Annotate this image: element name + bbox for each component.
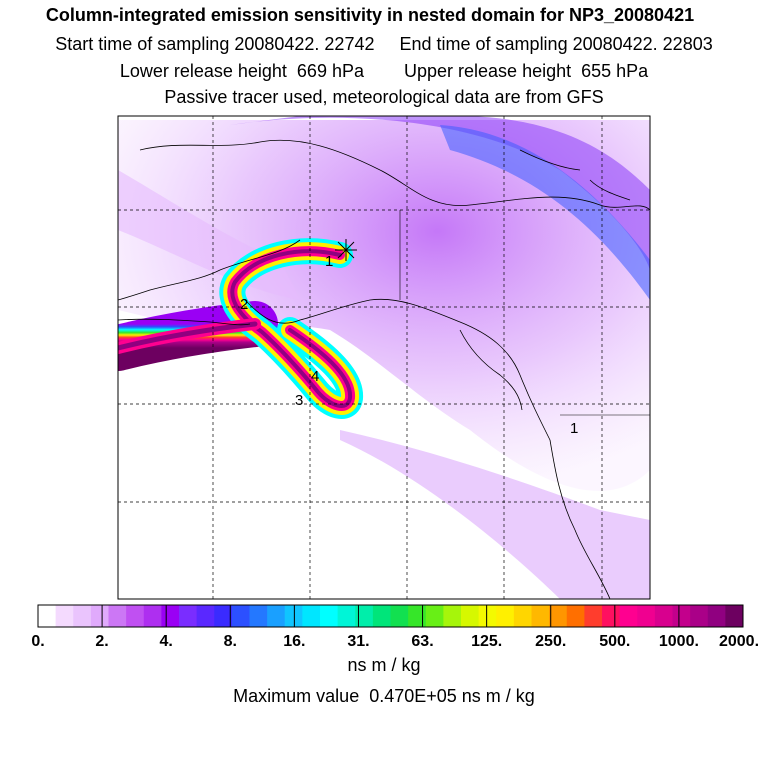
trajectory-marker: 1: [570, 420, 578, 437]
colorbar-cell: [725, 605, 744, 627]
colorbar-cell: [231, 605, 251, 627]
colorbar-ticks: 0. 2. 4. 8. 16. 31. 63. 125. 250. 500. 1000. 2000.: [31, 605, 759, 650]
colorbar-cell: [602, 605, 621, 627]
colorbar-tick-label: 8.: [224, 633, 237, 650]
colorbar-cell: [355, 605, 374, 627]
colorbar-cell: [267, 605, 286, 627]
colorbar-cell: [372, 605, 392, 627]
colorbar-cell: [126, 605, 145, 627]
colorbar-cell: [73, 605, 92, 627]
colorbar-cell: [179, 605, 198, 627]
high-sensitivity-band: [118, 238, 363, 419]
release-heights: Lower release height 669 hPa Upper relea…: [0, 61, 768, 82]
colorbar-cell: [672, 605, 691, 627]
map-frame: [117, 115, 651, 600]
colorbar-cell: [690, 605, 709, 627]
colorbar: 0. 2. 4. 8. 16. 31. 63. 125. 250. 500. 1000. 2000.: [31, 604, 759, 650]
colorbar-units: ns m / kg: [347, 655, 421, 675]
colorbar-cell: [549, 605, 568, 627]
maximum-value: Maximum value 0.470E+05 ns m / kg: [233, 686, 535, 706]
colorbar-tick-label: 0.: [31, 633, 44, 650]
release-lower: Lower release height 669 hPa: [119, 61, 364, 81]
release-upper: Upper release height 655 hPa: [404, 61, 649, 81]
colorbar-tick-label: 500.: [599, 633, 630, 650]
southern-plume: [340, 430, 650, 599]
trajectory-marker: 3: [295, 392, 303, 409]
colorbar-cell: [302, 605, 321, 627]
colorbar-cell: [214, 605, 233, 627]
colorbar-cell: [108, 605, 127, 627]
blue-stream: [440, 125, 650, 300]
colorbar-cell: [443, 605, 462, 627]
colorbar-cell: [513, 605, 533, 627]
colorbar-cell: [461, 605, 480, 627]
colorbar-cell: [584, 605, 603, 627]
colorbar-cell: [654, 605, 674, 627]
trajectory-marker: 4: [311, 368, 319, 385]
trajectory-marker: 1: [325, 253, 333, 270]
upper-plume: [230, 116, 650, 270]
colorbar-cell: [90, 605, 110, 627]
colorbar-tick-label: 125.: [471, 633, 502, 650]
trajectory-marker: 2: [240, 296, 248, 313]
colorbar-cell: [143, 605, 162, 627]
colorbar-tick-label: 1000.: [659, 633, 699, 650]
colorbar-cell: [337, 605, 356, 627]
colorbar-cell: [161, 605, 180, 627]
colorbar-tick-label: 16.: [283, 633, 305, 650]
low-sensitivity-plume: [118, 120, 650, 491]
coastlines: [118, 139, 650, 599]
colorbar-cell: [196, 605, 215, 627]
colorbar-cell: [390, 605, 409, 627]
sampling-start: Start time of sampling 20080422. 22742: [55, 34, 375, 54]
colorbar-cell: [531, 605, 550, 627]
release-point-star: [335, 239, 357, 261]
graticule: [118, 116, 650, 599]
tracer-note: Passive tracer used, meteorological data…: [164, 87, 604, 107]
sampling-end: End time of sampling 20080422. 22803: [399, 34, 713, 54]
colorbar-cell: [566, 605, 585, 627]
colorbar-cell: [478, 605, 497, 627]
colorbar-tick-label: 4.: [160, 633, 173, 650]
colorbar-cells: [37, 604, 744, 628]
colorbar-tick-label: 2000.: [719, 633, 759, 650]
colorbar-cell: [637, 605, 656, 627]
colorbar-cell: [249, 605, 268, 627]
colorbar-cell: [619, 605, 638, 627]
colorbar-cell: [55, 605, 74, 627]
colorbar-cell: [320, 605, 339, 627]
colorbar-tick-label: 31.: [347, 633, 369, 650]
colorbar-tick-label: 250.: [535, 633, 566, 650]
colorbar-cell: [496, 605, 515, 627]
colorbar-cell: [408, 605, 427, 627]
colorbar-cell: [284, 605, 303, 627]
colorbar-cell: [38, 605, 57, 627]
sampling-times: Start time of sampling 20080422. 22742 E…: [0, 34, 768, 55]
colorbar-tick-label: 2.: [95, 633, 108, 650]
colorbar-tick-label: 63.: [411, 633, 433, 650]
colorbar-cell: [425, 605, 444, 627]
colorbar-cell: [707, 605, 726, 627]
plot-title: Column-integrated emission sensitivity i…: [45, 5, 695, 25]
